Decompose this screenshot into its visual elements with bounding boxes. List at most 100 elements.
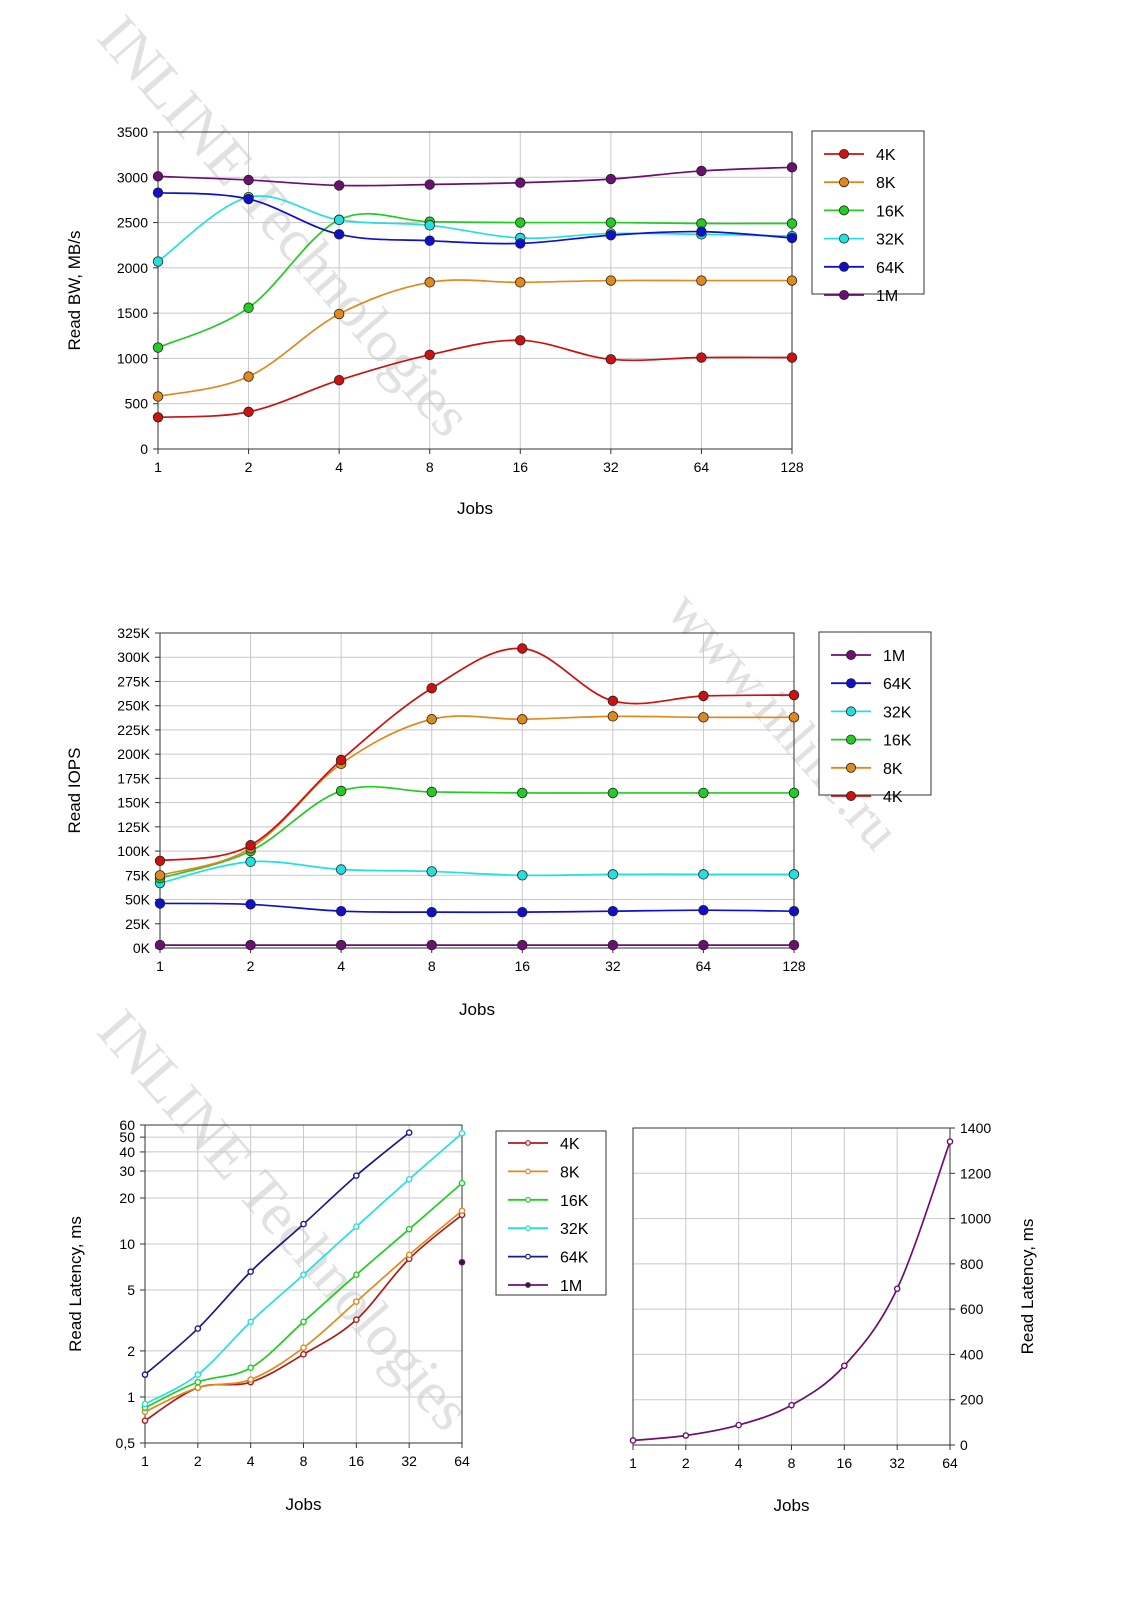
data-point <box>788 939 800 951</box>
y-tick-label: 125K <box>117 819 150 835</box>
data-point <box>607 905 619 917</box>
data-point <box>696 165 707 177</box>
data-point <box>682 1432 690 1439</box>
data-point <box>893 1285 901 1293</box>
x-tick-label: 2 <box>247 958 255 974</box>
y-tick-label: 10 <box>119 1236 135 1252</box>
legend-marker <box>846 734 857 745</box>
data-point <box>405 1129 413 1136</box>
data-point <box>152 391 164 402</box>
data-point <box>515 238 526 249</box>
series-64k <box>154 898 800 918</box>
x-tick-label: 8 <box>300 1453 308 1469</box>
data-point <box>788 712 800 723</box>
data-point <box>698 690 709 702</box>
data-point <box>788 1401 795 1409</box>
x-tick-label: 8 <box>426 459 434 475</box>
data-point <box>788 787 800 799</box>
data-point <box>333 180 345 191</box>
y-axis-title: Read Latency, ms <box>66 1216 85 1352</box>
x-tick-label: 16 <box>512 459 528 475</box>
series-8k <box>152 275 798 402</box>
x-tick-label: 4 <box>337 958 345 974</box>
y-tick-label: 0 <box>960 1437 968 1453</box>
data-point <box>629 1437 637 1444</box>
legend: 1M 64K 32K 16K 8K 4K <box>818 631 932 806</box>
data-point <box>605 354 617 365</box>
data-point <box>194 1378 202 1386</box>
x-tick-label: 64 <box>694 459 710 475</box>
data-point <box>517 643 528 654</box>
y-tick-label: 25K <box>125 916 151 932</box>
data-point <box>698 787 709 799</box>
legend-label: 64K <box>883 676 912 693</box>
legend-label: 32K <box>876 232 905 249</box>
y-tick-label: 40 <box>119 1144 135 1160</box>
data-point <box>786 218 798 229</box>
x-tick-label: 1 <box>141 1453 149 1469</box>
data-point <box>335 754 347 766</box>
series-16k <box>141 1179 466 1412</box>
data-point <box>946 1138 954 1145</box>
data-point <box>517 787 528 799</box>
x-axis-title: Jobs <box>286 1495 322 1514</box>
y-axis-title: Read Latency, ms <box>1018 1219 1037 1355</box>
legend-label: 64K <box>560 1250 589 1267</box>
series-line <box>159 860 794 884</box>
series-line <box>157 191 793 245</box>
y-tick-label: 50 <box>119 1129 135 1145</box>
data-point <box>424 220 435 231</box>
x-tick-label: 64 <box>942 1455 958 1471</box>
series-line <box>159 902 795 914</box>
data-point <box>426 866 437 877</box>
legend-marker <box>846 762 857 773</box>
series-16k <box>154 785 800 884</box>
data-point <box>426 714 437 725</box>
data-point <box>243 371 254 382</box>
legend-label: 32K <box>560 1221 589 1238</box>
data-point <box>426 906 437 918</box>
x-tick-label: 32 <box>889 1455 905 1471</box>
data-point <box>458 1258 466 1266</box>
data-point <box>405 1175 413 1183</box>
x-tick-label: 32 <box>603 459 619 475</box>
series-1m <box>152 162 798 191</box>
data-point <box>300 1318 307 1326</box>
x-axis-title: Jobs <box>457 499 493 518</box>
y-tick-label: 50K <box>125 892 151 908</box>
data-point <box>605 173 617 185</box>
data-point <box>245 840 256 851</box>
series-64k <box>141 1129 413 1378</box>
legend-marker <box>846 678 857 689</box>
legend-box <box>811 130 925 295</box>
data-point <box>194 1371 202 1378</box>
y-tick-label: 2 <box>127 1343 135 1359</box>
data-point <box>696 275 707 286</box>
data-point <box>607 711 619 722</box>
x-tick-label: 8 <box>428 958 436 974</box>
data-point <box>515 177 526 188</box>
y-tick-label: 5 <box>127 1282 135 1298</box>
data-point <box>245 899 256 910</box>
y-tick-label: 1500 <box>117 305 148 321</box>
series-8k <box>141 1207 466 1416</box>
y-tick-label: 150K <box>117 795 150 811</box>
legend-marker <box>525 1253 531 1260</box>
y-tick-label: 20 <box>119 1190 135 1206</box>
data-point <box>698 939 709 951</box>
data-point <box>515 335 526 346</box>
data-point <box>735 1421 742 1429</box>
y-tick-label: 3500 <box>117 124 148 140</box>
x-tick-label: 2 <box>682 1455 690 1471</box>
data-point <box>786 352 798 363</box>
series-line <box>144 1131 410 1376</box>
legend-marker <box>525 1282 531 1288</box>
data-point <box>247 1364 254 1372</box>
data-point <box>141 1400 149 1408</box>
data-point <box>841 1362 848 1370</box>
data-point <box>607 939 619 951</box>
legend-label: 8K <box>883 761 903 778</box>
data-point <box>698 869 709 880</box>
x-tick-label: 2 <box>245 459 253 475</box>
x-tick-label: 4 <box>247 1453 255 1469</box>
